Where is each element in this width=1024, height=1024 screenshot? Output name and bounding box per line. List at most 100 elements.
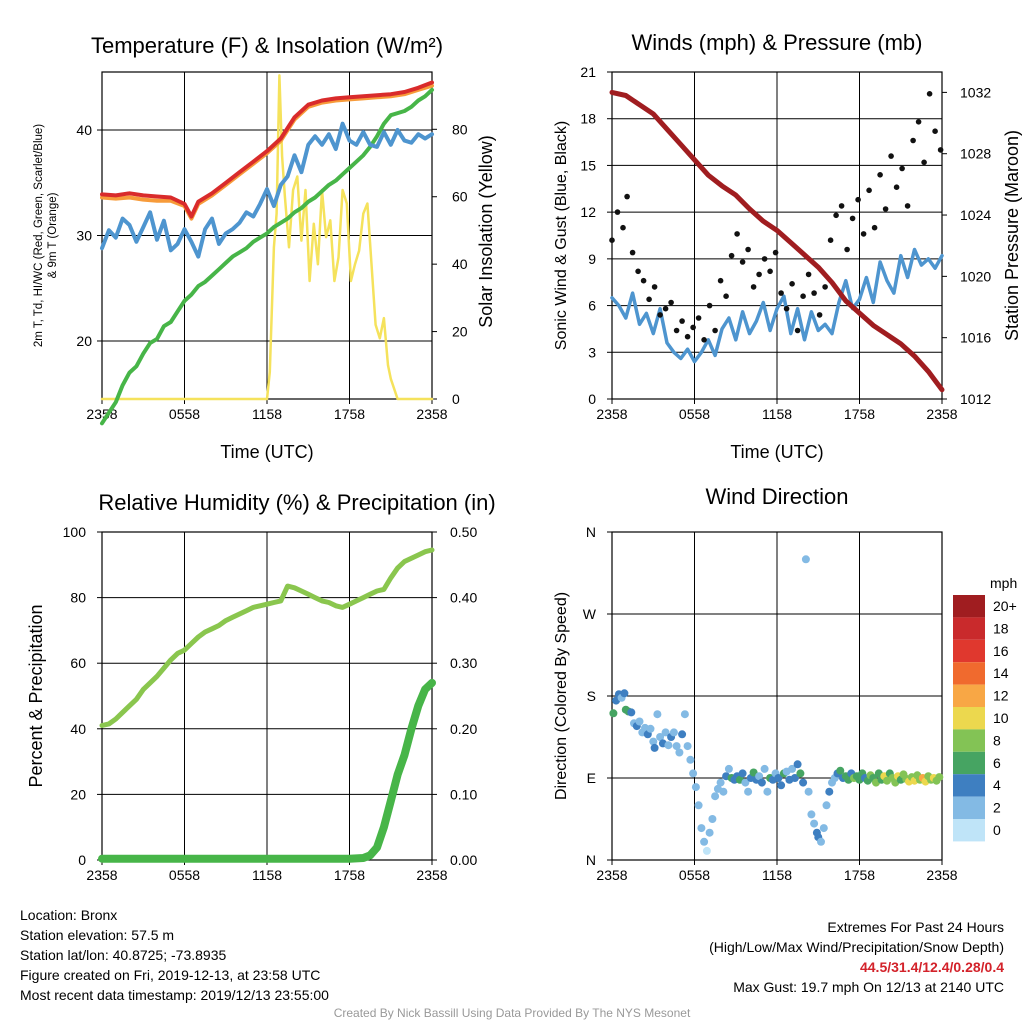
- gust-point: [761, 256, 768, 262]
- wind-direction-point: [755, 772, 764, 781]
- x-tick-label: 2358: [926, 867, 957, 883]
- gust-point: [624, 193, 630, 200]
- y-tick-label: 12: [580, 204, 596, 220]
- wind-direction-point: [609, 709, 618, 718]
- legend-label: 12: [993, 688, 1009, 704]
- y-tick-label: 40: [70, 721, 86, 737]
- y-tick-label: E: [587, 770, 596, 786]
- y-tick-label: 21: [580, 64, 596, 80]
- legend-swatch: [953, 819, 985, 842]
- gust-point: [893, 184, 900, 190]
- gust-point: [767, 268, 773, 275]
- wind-direction-point: [661, 728, 670, 737]
- legend-label: 0: [993, 822, 1001, 838]
- gust-point: [620, 224, 626, 231]
- wind-direction-point: [744, 787, 753, 796]
- y-tick-label: 20: [70, 786, 86, 802]
- wind-direction-point: [664, 741, 673, 750]
- y-axis-label: 2m T, Td, HI/WC (Red, Green, Scarlet/Blu…: [33, 124, 45, 347]
- wind-direction-point: [801, 555, 810, 564]
- y-tick-label: 30: [76, 228, 92, 244]
- y2-tick-label: 80: [452, 121, 468, 137]
- wind-direction-point: [804, 787, 813, 796]
- x-axis-label: Time (UTC): [730, 442, 823, 462]
- y-tick-label: 18: [580, 111, 596, 127]
- y-tick-label: 0: [78, 852, 86, 868]
- station-latlon: Station lat/lon: 40.8725; -73.8935: [20, 947, 227, 963]
- y-axis-label: Percent & Precipitation: [26, 604, 46, 787]
- wind-direction-point: [675, 748, 684, 757]
- wind-direction-point: [810, 819, 819, 828]
- legend-swatch: [953, 729, 985, 752]
- temperature-series-line: [100, 121, 434, 259]
- y2-tick-label: 20: [452, 324, 468, 340]
- y-tick-label: 9: [588, 251, 596, 267]
- legend-label: 14: [993, 665, 1009, 681]
- y2-tick-label: 1024: [960, 207, 991, 223]
- gust-point: [690, 324, 696, 331]
- wind-direction-point: [790, 774, 799, 782]
- legend-swatch: [953, 751, 985, 775]
- gust-point: [609, 237, 615, 243]
- y2-tick-label: 0.50: [450, 524, 477, 540]
- gust-point: [712, 327, 718, 334]
- x-tick-label: 0558: [169, 867, 200, 883]
- extremes-title: Extremes For Past 24 Hours: [827, 919, 1004, 935]
- chart-title: Wind Direction: [705, 484, 848, 509]
- max-gust: Max Gust: 19.7 mph On 12/13 at 2140 UTC: [733, 979, 1004, 995]
- wind-direction-point: [825, 787, 834, 796]
- wind-direction-point: [650, 743, 659, 752]
- legend-title: mph: [990, 575, 1017, 591]
- gust-point: [783, 305, 790, 312]
- x-tick-label: 1758: [334, 406, 365, 422]
- y-tick-label: N: [586, 852, 596, 868]
- x-tick-label: 2358: [596, 406, 627, 422]
- gust-point: [822, 284, 828, 290]
- wind-direction-point: [691, 783, 700, 792]
- extremes-values: 44.5/31.4/12.4/0.28/0.4: [859, 959, 1004, 975]
- gust-point: [888, 153, 894, 159]
- y-tick-label: 100: [63, 524, 87, 540]
- gust-point: [904, 203, 911, 209]
- wind-direction-point: [719, 787, 728, 796]
- gust-point: [910, 137, 916, 144]
- wind-direction-point: [716, 778, 725, 787]
- legend-label: 6: [993, 755, 1001, 771]
- gust-point: [679, 318, 685, 324]
- gust-point: [805, 271, 812, 278]
- wind-direction-point: [697, 824, 706, 833]
- gust-point: [706, 302, 713, 309]
- wind-direction-point: [708, 815, 717, 823]
- y-tick-label: 20: [76, 333, 92, 349]
- gust-point: [921, 159, 927, 166]
- y2-tick-label: 1012: [960, 391, 991, 407]
- gust-point: [657, 312, 663, 318]
- x-tick-label: 1158: [762, 406, 792, 422]
- temperature-chart: Temperature (F) & Insolation (W/m²) Time …: [33, 33, 496, 462]
- gust-point: [728, 252, 735, 259]
- wind-direction-point: [620, 689, 629, 698]
- legend-label: 20+: [993, 598, 1017, 614]
- gust-point: [629, 249, 636, 256]
- wind-direction-point: [678, 730, 687, 739]
- x-tick-label: 1758: [844, 406, 875, 422]
- wind-direction-point: [807, 810, 816, 819]
- humidity-line: [99, 547, 435, 728]
- gust-point: [646, 296, 652, 303]
- gust-point: [833, 212, 839, 219]
- gust-point: [668, 299, 674, 306]
- gust-point: [717, 277, 724, 284]
- wind-direction-point: [817, 837, 825, 846]
- wind-direction-point: [672, 742, 681, 751]
- wind-direction-point: [793, 760, 802, 769]
- wind-direction-point: [680, 710, 689, 719]
- gust-point: [635, 268, 641, 275]
- legend-swatch: [953, 639, 985, 663]
- legend-swatch: [953, 684, 985, 707]
- speed-legend: mph 20+ 18 16 14 12 10 8 6 4 2 0: [953, 575, 1017, 842]
- winds-pressure-chart: Winds (mph) & Pressure (mb) Time (UTC) Son…: [553, 30, 1022, 462]
- temperature-series-line: [100, 80, 434, 219]
- x-tick-label: 0558: [679, 867, 710, 883]
- wind-direction-point: [741, 778, 750, 787]
- wind-direction-point: [653, 710, 662, 719]
